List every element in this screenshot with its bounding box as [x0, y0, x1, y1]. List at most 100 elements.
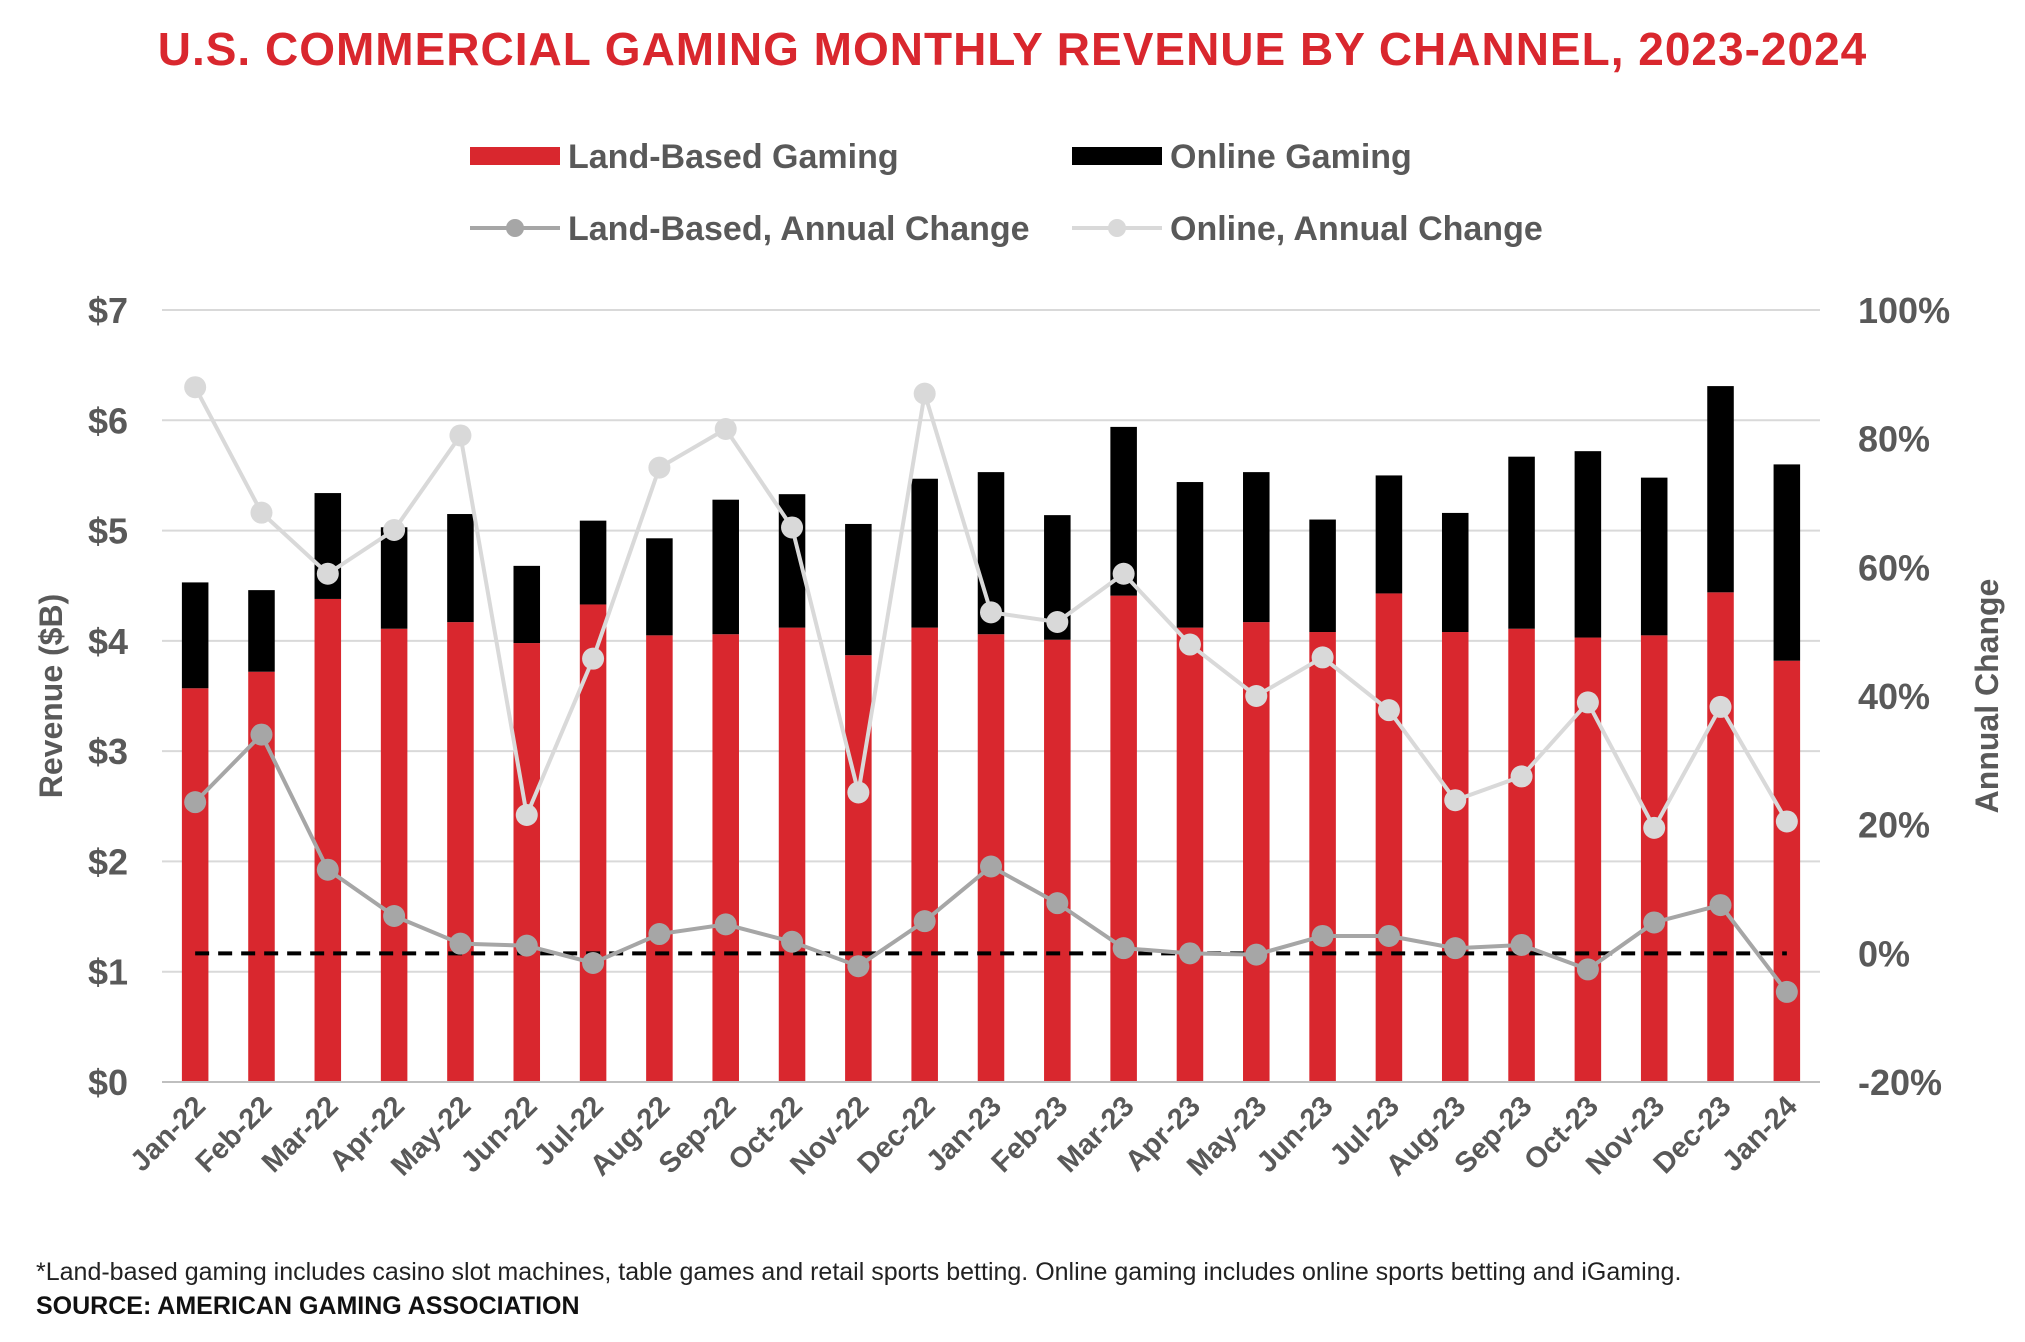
bar-land-based — [712, 634, 739, 1082]
x-tick-label: Mar-23 — [1052, 1090, 1141, 1179]
x-tick-label: Mar-22 — [256, 1090, 345, 1179]
legend-label: Land-Based Gaming — [568, 138, 899, 176]
bar-online — [911, 478, 938, 628]
land-based-change-point — [250, 723, 273, 746]
online-change-point — [1046, 611, 1069, 634]
bar-online — [1243, 472, 1270, 623]
online-change-point — [1112, 562, 1135, 585]
online-change-point — [1178, 633, 1201, 656]
source-note: SOURCE: AMERICAN GAMING ASSOCIATION — [36, 1292, 580, 1320]
online-change-point — [1245, 685, 1268, 707]
y2-tick-label: 0% — [1858, 933, 1910, 974]
online-change-point — [1510, 765, 1533, 788]
bar-land-based — [1375, 593, 1403, 1082]
bar-online — [1176, 482, 1204, 628]
bar-online — [248, 590, 275, 672]
footnote: *Land-based gaming includes casino slot … — [36, 1258, 1682, 1286]
y-tick-label: $3 — [88, 731, 128, 772]
bar-online — [1309, 519, 1336, 633]
land-based-change-point — [1046, 892, 1069, 915]
bars — [181, 386, 1801, 1082]
bar-online — [579, 520, 607, 605]
land-based-change-point — [383, 905, 406, 928]
legend-swatch — [470, 147, 560, 165]
land-based-change-point — [449, 932, 472, 955]
land-based-change-point — [847, 955, 870, 978]
online-change-point — [582, 647, 605, 670]
bar-land-based — [911, 627, 938, 1082]
online-change-point — [184, 376, 207, 399]
x-tick-label: Jun-22 — [455, 1090, 544, 1179]
bar-land-based — [1773, 660, 1801, 1082]
land-based-change-point — [1576, 958, 1599, 981]
legend-label: Online Gaming — [1170, 138, 1412, 176]
online-change-point — [1775, 810, 1798, 833]
y2-tick-label: 20% — [1858, 805, 1930, 846]
bar-online — [380, 527, 408, 629]
land-based-change-point — [1444, 937, 1467, 960]
bar-land-based — [513, 643, 541, 1082]
y-axis-title: Revenue ($B) — [33, 594, 69, 799]
y-tick-label: $0 — [88, 1062, 128, 1103]
land-based-change-point — [648, 923, 671, 946]
online-change-point — [383, 519, 406, 542]
land-based-change-point — [1112, 937, 1135, 960]
bar-land-based — [447, 622, 474, 1082]
legend-marker — [1108, 219, 1126, 237]
bar-land-based — [646, 635, 673, 1082]
bar-online — [1640, 477, 1668, 636]
land-based-change-point — [184, 791, 207, 814]
y2-tick-label: 60% — [1858, 547, 1930, 588]
bar-land-based — [1441, 632, 1469, 1082]
online-change-point — [1444, 789, 1467, 812]
bar-land-based — [1176, 627, 1204, 1082]
x-tick-label: Jun-23 — [1251, 1090, 1340, 1179]
land-based-change-point — [1245, 943, 1268, 966]
legend-marker — [506, 219, 524, 237]
legend: Land-Based Gaming Online Gaming Land-Based… — [470, 138, 1543, 248]
bar-land-based — [1640, 635, 1668, 1082]
online-change-point — [1377, 699, 1400, 722]
bar-online — [1773, 464, 1801, 661]
y2-tick-label: 80% — [1858, 419, 1930, 460]
y2-tick-label: -20% — [1858, 1062, 1942, 1103]
bar-online — [646, 538, 673, 636]
y-tick-label: $7 — [88, 290, 128, 331]
land-based-change-point — [781, 930, 804, 953]
bar-online — [1375, 475, 1403, 594]
online-change-point — [714, 418, 737, 441]
online-change-point — [1709, 695, 1732, 718]
y-tick-label: $4 — [88, 621, 128, 662]
online-change-point — [781, 516, 804, 539]
online-change-point — [1311, 646, 1334, 669]
chart-title: U.S. COMMERCIAL GAMING MONTHLY REVENUE B… — [157, 23, 1868, 75]
y-tick-label: $5 — [88, 511, 128, 552]
online-change-point — [1643, 816, 1666, 839]
bar-online — [1707, 386, 1734, 593]
bar-online — [712, 499, 739, 635]
online-change-point — [250, 501, 273, 524]
online-change-point — [847, 781, 870, 804]
land-based-change-point — [1643, 911, 1666, 934]
land-based-change-point — [1311, 924, 1334, 947]
online-change-point — [913, 382, 936, 405]
land-based-change-point — [714, 913, 737, 936]
land-based-change-point — [515, 934, 538, 957]
bar-land-based — [1508, 628, 1535, 1082]
legend-label: Online, Annual Change — [1170, 210, 1543, 248]
bar-online — [1574, 451, 1602, 638]
bar-online — [1441, 512, 1469, 633]
land-based-change-point — [582, 951, 605, 974]
bar-online — [513, 565, 541, 644]
y2-axis-title: Annual Change — [1969, 579, 2005, 814]
online-change-point — [1576, 691, 1599, 714]
land-based-change-point — [1709, 894, 1732, 917]
bar-land-based — [778, 627, 806, 1082]
y2-tick-label: 100% — [1858, 290, 1950, 331]
land-based-change-point — [913, 910, 936, 933]
land-based-change-point — [980, 855, 1002, 878]
land-based-change-point — [316, 858, 339, 881]
bar-online — [447, 514, 474, 623]
online-change-point — [648, 456, 671, 479]
y-tick-label: $1 — [88, 952, 128, 993]
